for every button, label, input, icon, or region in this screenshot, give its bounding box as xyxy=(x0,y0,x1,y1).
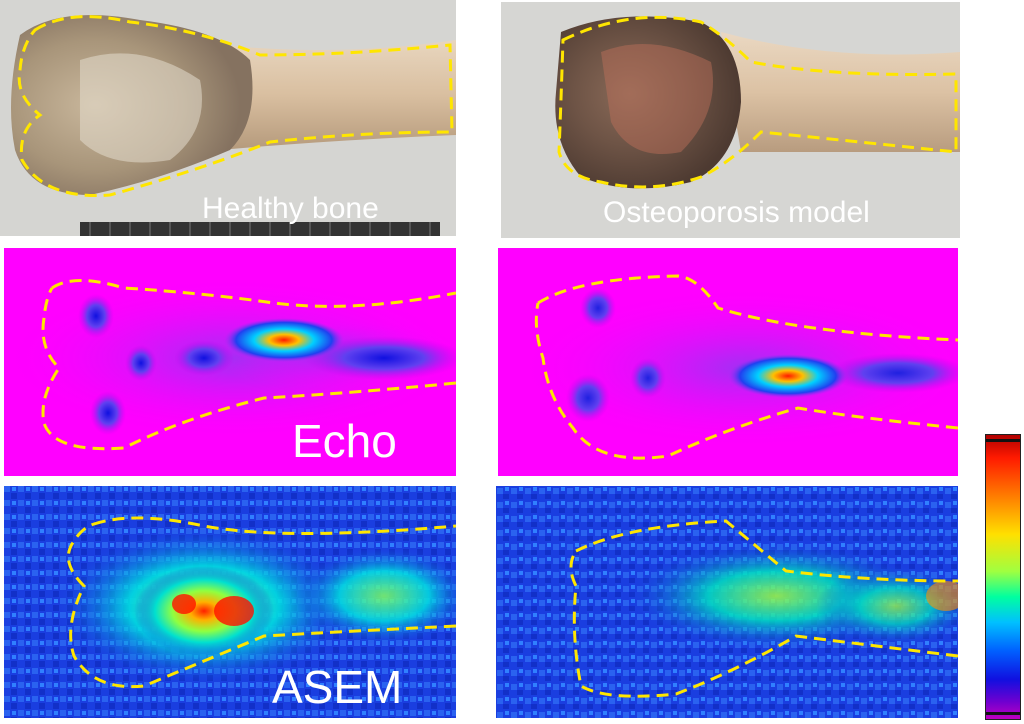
bone-outline xyxy=(557,15,958,189)
healthy-bone-label: Healthy bone xyxy=(202,192,379,225)
osteoporosis-echo-image xyxy=(498,248,958,476)
osteoporosis-model-photo: Osteoporosis model xyxy=(501,2,960,238)
colorbar-top-tick xyxy=(986,439,1020,442)
healthy-bone-photo: Healthy bone xyxy=(0,0,456,236)
bone-outline xyxy=(66,516,456,689)
bone-outline xyxy=(17,15,454,198)
healthy-asem-image: ASEM xyxy=(4,486,456,718)
colorbar-bottom-tick xyxy=(986,712,1020,715)
bone-outline xyxy=(534,274,958,460)
colorbar xyxy=(985,434,1021,720)
bone-outline xyxy=(569,519,958,698)
healthy-echo-image: Echo xyxy=(4,248,456,476)
osteoporosis-asem-image xyxy=(496,486,958,718)
echo-label: Echo xyxy=(292,415,397,467)
bone-outline xyxy=(41,279,456,451)
osteoporosis-model-label: Osteoporosis model xyxy=(603,196,870,229)
asem-label: ASEM xyxy=(272,661,403,713)
